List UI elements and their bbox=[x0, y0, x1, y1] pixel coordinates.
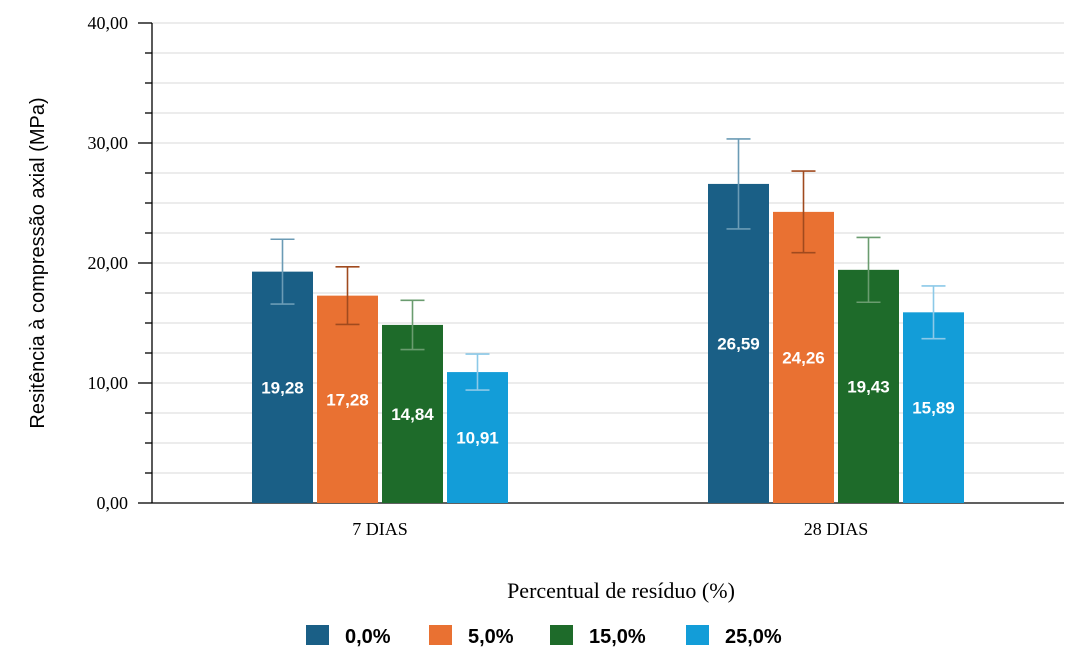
data-labels: 19,28 17,28 14,84 10,91 26,59 24,26 19,43 15,89 bbox=[261, 334, 955, 447]
legend-swatch bbox=[686, 625, 709, 645]
legend-label: 15,0% bbox=[589, 626, 646, 648]
data-label: 24,26 bbox=[782, 348, 825, 367]
legend-label: 0,0% bbox=[345, 626, 391, 648]
legend-label: 25,0% bbox=[725, 626, 782, 648]
bar bbox=[447, 372, 508, 503]
data-label: 15,89 bbox=[912, 399, 955, 418]
bar bbox=[903, 312, 964, 503]
data-label: 17,28 bbox=[326, 390, 369, 409]
data-label: 19,28 bbox=[261, 378, 304, 397]
bars bbox=[252, 183, 964, 504]
y-tick-label: 20,00 bbox=[88, 253, 129, 273]
x-tick-label: 7 DIAS bbox=[352, 519, 408, 539]
bar bbox=[773, 211, 834, 503]
data-label: 14,84 bbox=[391, 405, 434, 424]
data-label: 19,43 bbox=[847, 377, 890, 396]
bar bbox=[317, 295, 378, 503]
y-tick-label: 30,00 bbox=[88, 133, 129, 153]
legend-swatch bbox=[429, 625, 452, 645]
legend-swatch bbox=[550, 625, 573, 645]
bar bbox=[708, 183, 769, 504]
legend-swatch bbox=[306, 625, 329, 645]
y-tick-label: 0,00 bbox=[97, 493, 129, 513]
legend-label: 5,0% bbox=[468, 626, 514, 648]
y-axis-title: Resitência à compressão axial (MPa) bbox=[27, 97, 49, 428]
bar bbox=[252, 271, 313, 503]
bar bbox=[382, 324, 443, 503]
x-tick-label: 28 DIAS bbox=[804, 519, 869, 539]
x-axis-title: Percentual de resíduo (%) bbox=[507, 578, 735, 603]
data-label: 26,59 bbox=[717, 334, 760, 353]
y-tick-label: 40,00 bbox=[88, 13, 129, 33]
legend: 0,0% 5,0% 15,0% 25,0% bbox=[306, 625, 782, 648]
error-bars bbox=[270, 138, 946, 391]
tick-labels: 0,00 10,00 20,00 30,00 40,00 7 DIAS 28 DIAS bbox=[88, 13, 869, 539]
data-label: 10,91 bbox=[456, 429, 499, 448]
y-tick-label: 10,00 bbox=[88, 373, 129, 393]
bar bbox=[838, 269, 899, 503]
